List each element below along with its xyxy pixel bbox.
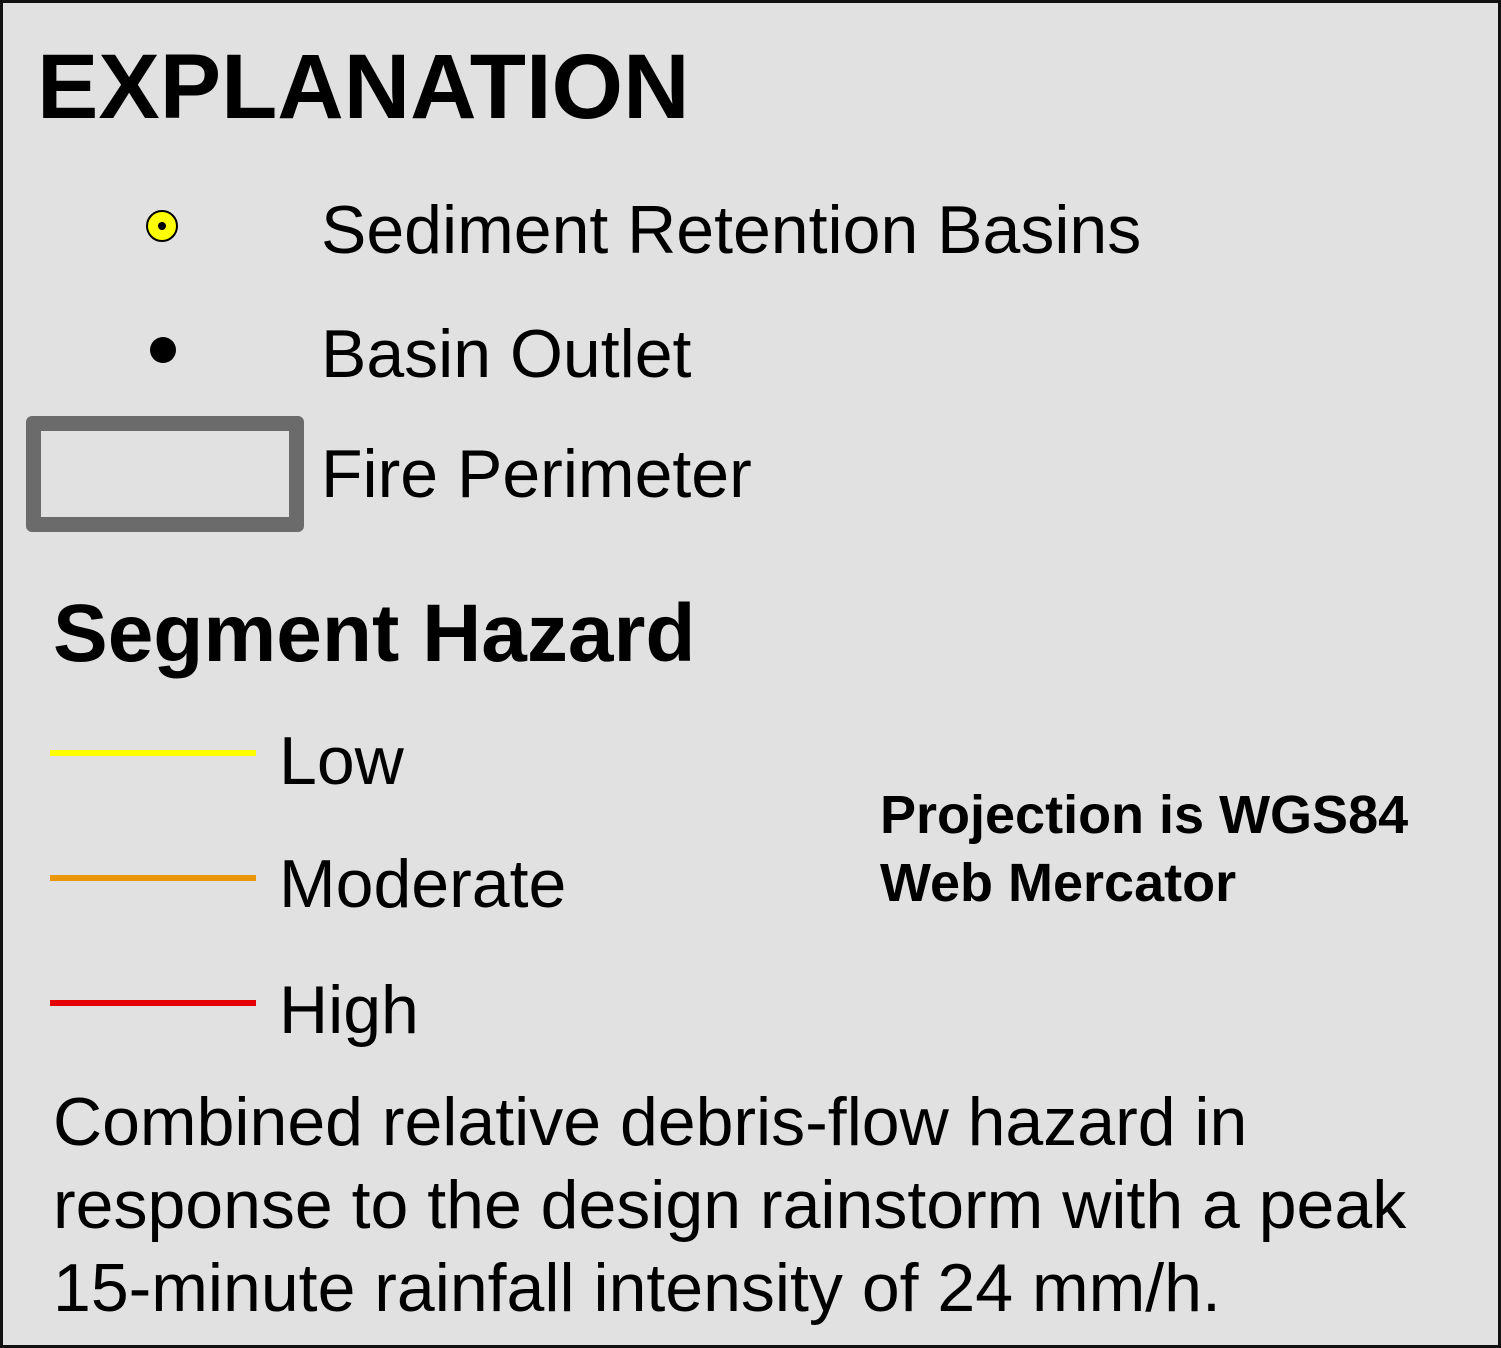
projection-line-2: Web Mercator [880,853,1237,913]
basin-outlet-label: Basin Outlet [321,316,692,392]
fire-perimeter-label: Fire Perimeter [321,436,752,512]
legend-title: EXPLANATION [37,36,690,138]
projection-note: Projection is WGS84 Web Mercator [880,781,1408,917]
fire-perimeter-symbol-icon [26,416,304,532]
sediment-basins-label: Sediment Retention Basins [321,192,1142,268]
basin-outlet-symbol-icon [150,337,176,363]
sediment-basin-symbol-icon [146,210,178,242]
hazard-moderate-line-swatch [50,875,256,881]
hazard-high-line-swatch [50,1000,256,1006]
hazard-caption: Combined relative debris-flow hazard in … [53,1084,1407,1326]
segment-hazard-title: Segment Hazard [53,588,696,679]
hazard-moderate-label: Moderate [279,846,567,922]
projection-line-1: Projection is WGS84 [880,785,1409,845]
hazard-high-label: High [279,972,419,1048]
sediment-basin-center-dot [158,222,166,230]
hazard-low-line-swatch [50,750,256,756]
hazard-low-label: Low [279,723,404,799]
